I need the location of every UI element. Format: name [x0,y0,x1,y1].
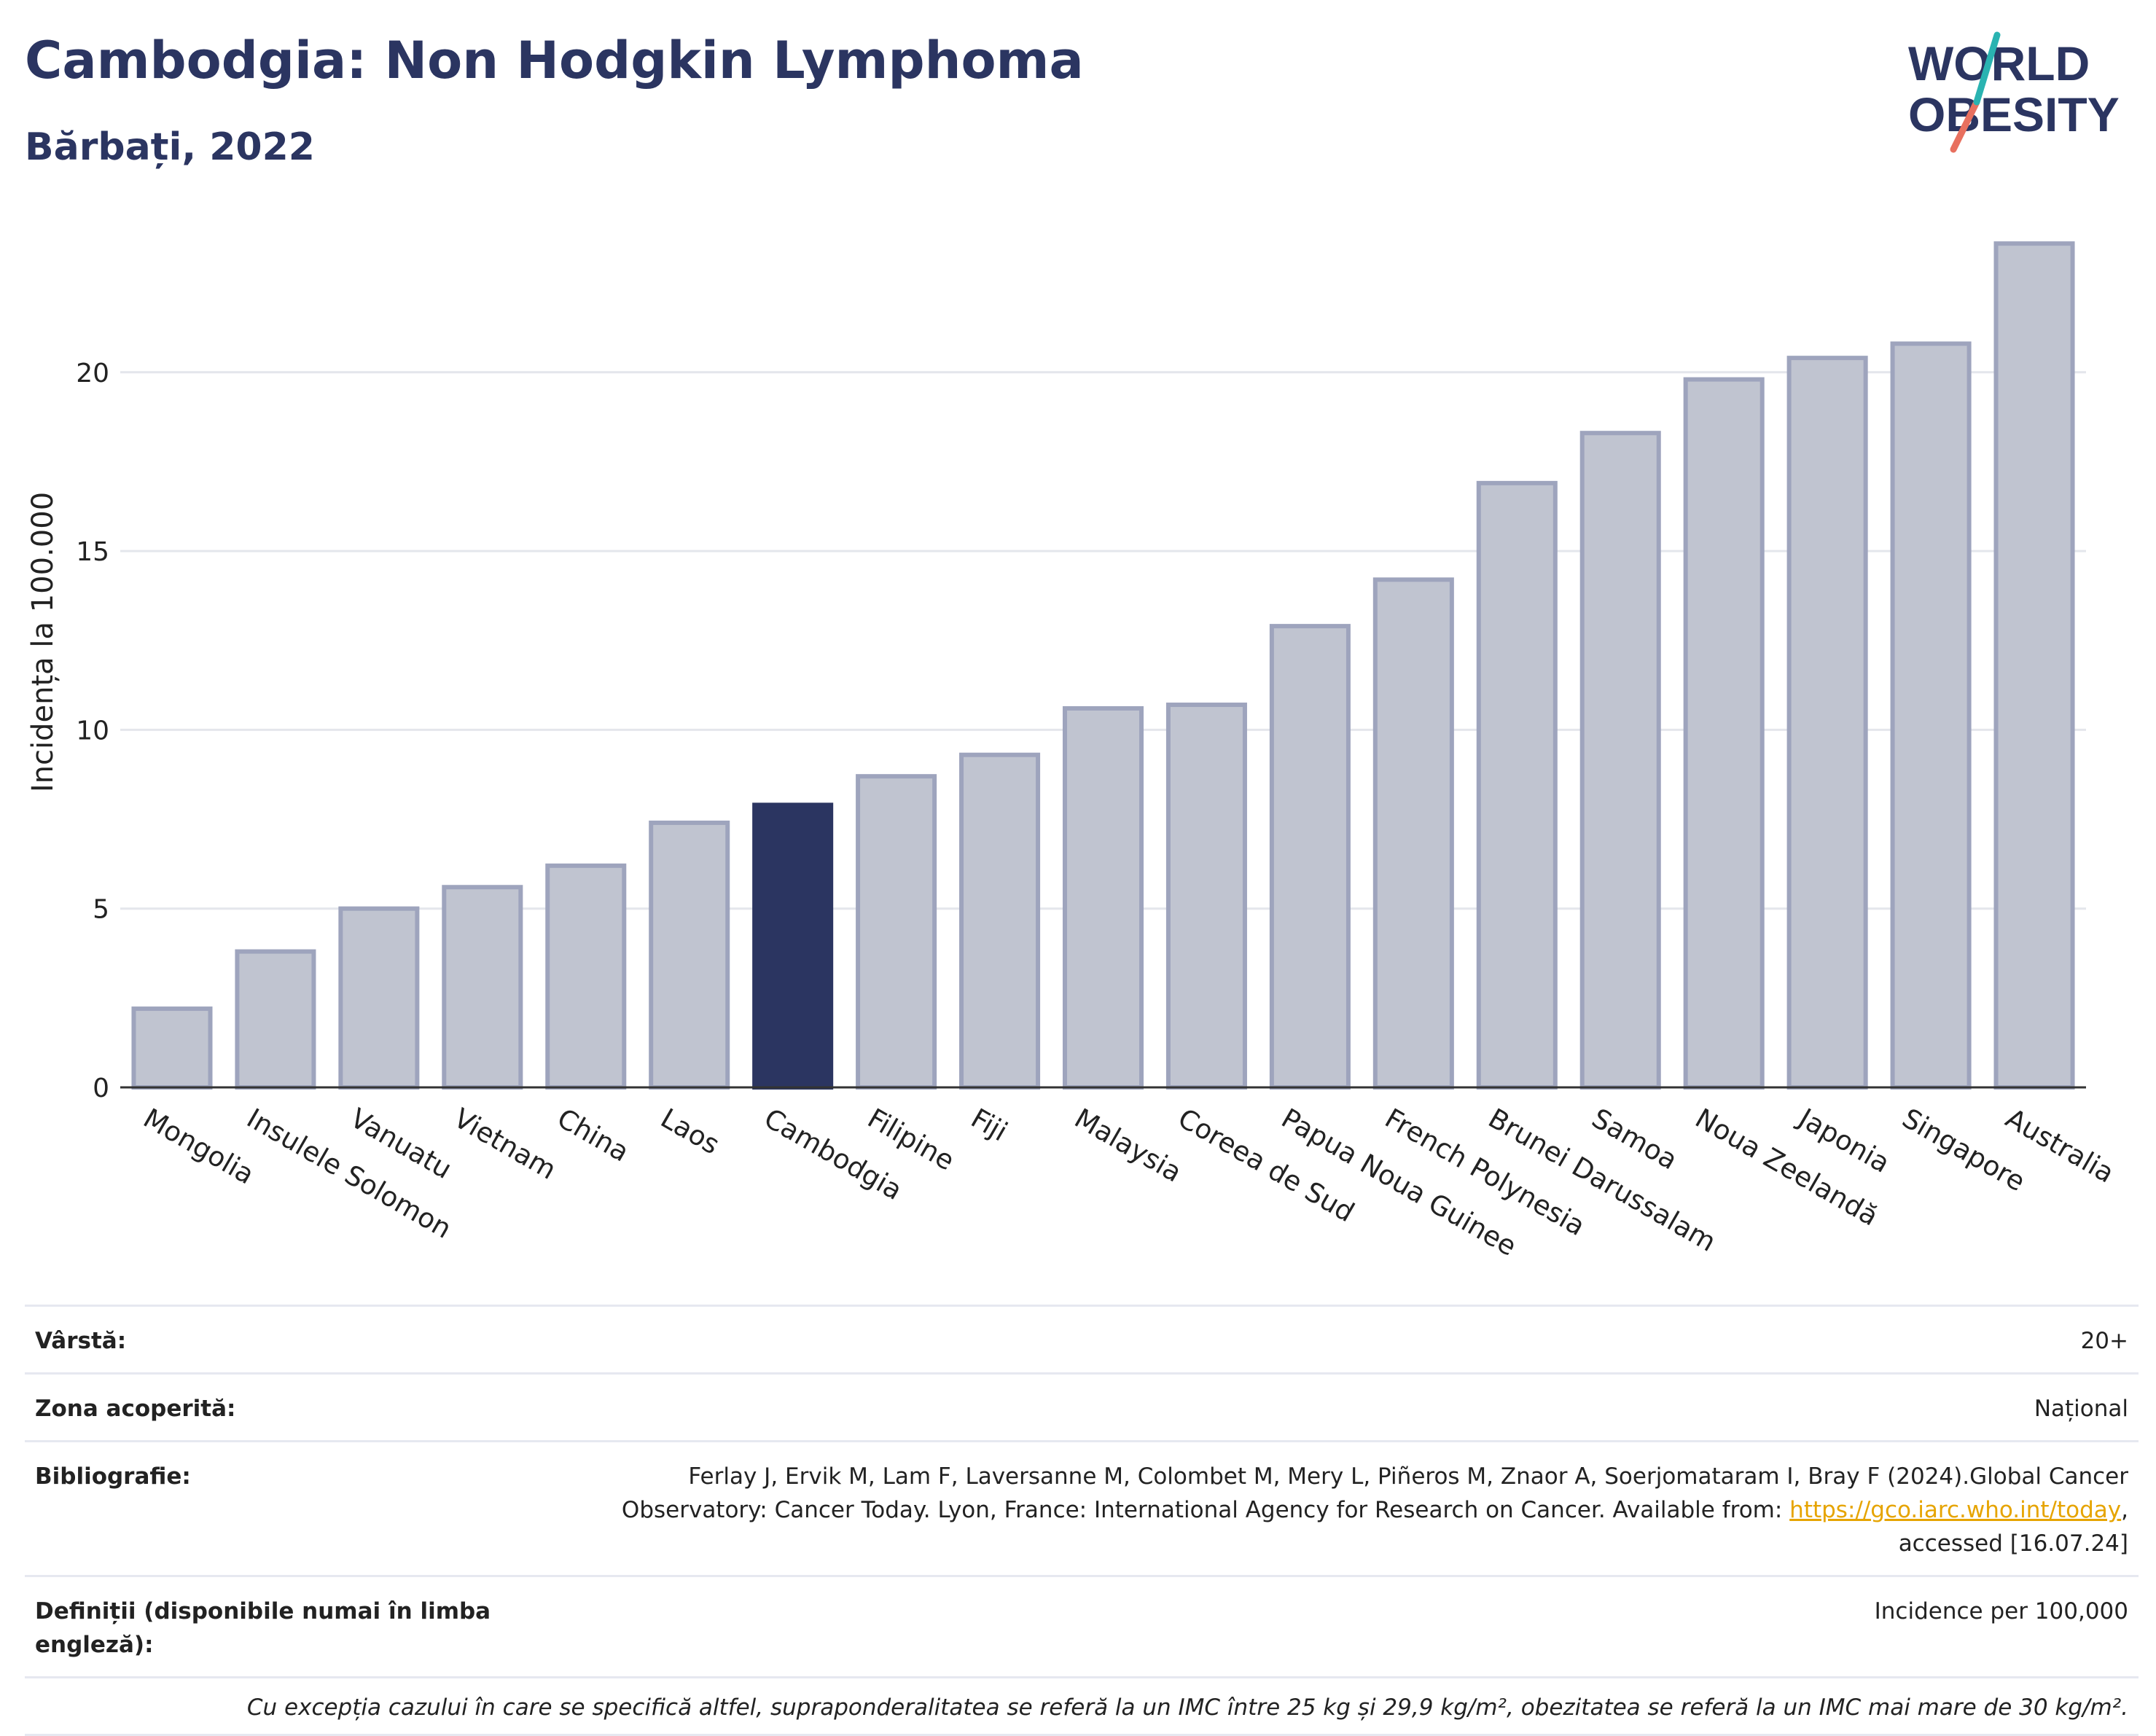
meta-value: Incidence per 100,000 [1874,1598,2128,1624]
x-tick-label: Malaysia [1069,1103,1187,1189]
bars [131,241,2075,1090]
world-obesity-logo: WORLD OBESITY [1908,31,2120,153]
bar-australia [1993,241,2075,1090]
y-tick-label: 5 [93,895,109,925]
bibliography-line2-end: , [2121,1497,2128,1523]
bar-china [545,863,627,1090]
logo-line2: OBESITY [1908,87,2120,141]
meta-row-coverage: Zona acoperită: Național [25,1372,2139,1440]
x-tick-label: Coreea de Sud [1173,1103,1359,1229]
y-tick-label: 20 [76,359,109,388]
bar-filipine [856,774,937,1090]
meta-row-age: Vârstă: 20+ [25,1305,2139,1372]
logo-line1: WORLD [1908,36,2090,90]
x-tick-label: Vietnam [448,1103,561,1186]
y-axis-label: Incidența la 100.000 [26,492,60,792]
y-tick-label: 15 [76,537,109,567]
bar-french-polynesia [1372,577,1454,1090]
x-tick-label: Mongolia [138,1103,259,1191]
bar-papua-noua-guinee [1269,624,1351,1090]
bar-laos [649,820,730,1090]
meta-label: Bibliografie: [35,1463,191,1490]
y-tick-label: 0 [93,1074,109,1103]
bar-fiji [959,752,1041,1090]
bar-malaysia [1062,705,1144,1090]
y-tick-label: 10 [76,716,109,746]
y-tick-labels: 0 5 10 15 20 [76,359,109,1103]
x-tick-label: Noua Zeelandă [1690,1103,1883,1232]
meta-label: Definiții (disponibile numai în limba en… [35,1598,491,1658]
bibliography-link[interactable]: https://gco.iarc.who.int/today [1789,1497,2122,1523]
meta-value: Ferlay J, Ervik M, Lam F, Laversanne M, … [501,1460,2128,1560]
x-tick-label: Laos [655,1103,724,1161]
metadata-table: Vârstă: 20+ Zona acoperită: Național Bib… [25,1305,2139,1736]
meta-value: Național [2034,1396,2128,1422]
chart-title: Cambodgia: Non Hodgkin Lymphoma [25,31,1084,90]
meta-row-bibliography: Bibliografie: Ferlay J, Ervik M, Lam F, … [25,1440,2139,1575]
bar-brunei-darussalam [1476,480,1558,1090]
logo-slash-upper [1973,31,2001,106]
bar-japonia [1786,356,1868,1090]
obesity-definition-note: Cu excepția cazului în care se specifică… [25,1676,2139,1736]
meta-label: Zona acoperită: [35,1396,236,1422]
bar-singapore [1890,341,1972,1090]
bibliography-line1: Ferlay J, Ervik M, Lam F, Laversanne M, … [688,1463,2128,1490]
bar-vietnam [442,885,523,1090]
bar-vanuatu [338,906,420,1090]
chart-subtitle: Bărbați, 2022 [25,125,315,169]
bibliography-line2: Observatory: Cancer Today. Lyon, France:… [621,1497,1790,1523]
meta-row-definitions: Definiții (disponibile numai în limba en… [25,1575,2139,1676]
bar-cambodgia [752,802,834,1090]
bar-coreea-de-sud [1165,703,1247,1090]
x-tick-label: Fiji [966,1103,1012,1148]
bar-mongolia [131,1006,213,1090]
bar-insulele-solomon [235,949,316,1090]
bar-noua-zeelandă [1683,377,1765,1090]
logo-slash-lower [1950,98,1980,153]
bar-samoa [1579,431,1661,1090]
x-tick-label: China [552,1103,634,1168]
bibliography-line3: accessed [16.07.24] [1898,1530,2128,1557]
meta-value: 20+ [2080,1328,2128,1354]
meta-label: Vârstă: [35,1328,127,1354]
